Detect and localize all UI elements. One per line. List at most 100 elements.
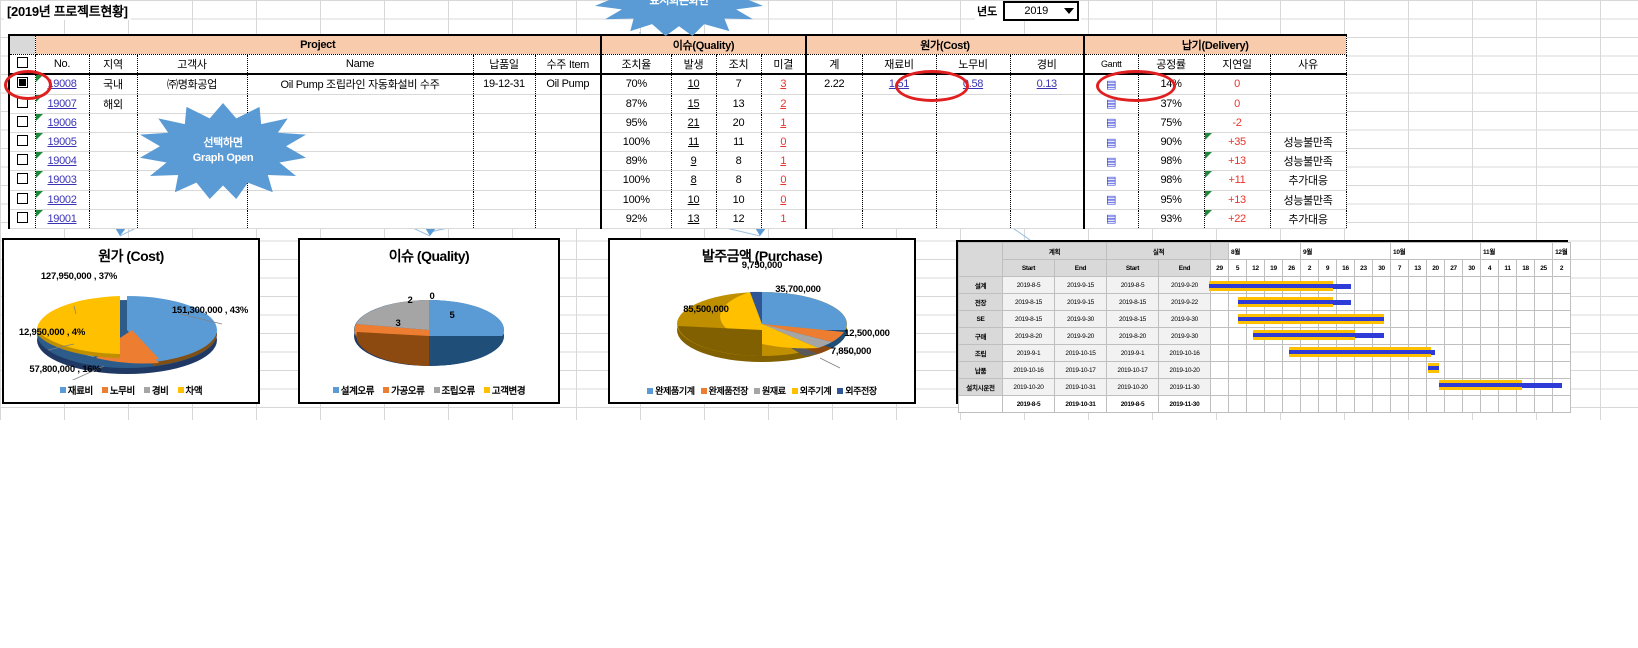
cell-gantt[interactable]: ▤: [1083, 151, 1139, 172]
cell-labor-cost[interactable]: [936, 151, 1011, 172]
cell-labor-cost[interactable]: [936, 113, 1011, 133]
cell-gantt[interactable]: ▤: [1083, 113, 1139, 133]
row-checkbox[interactable]: [16, 154, 28, 166]
gantt-icon[interactable]: ▤: [1106, 174, 1117, 187]
cell-material-cost[interactable]: [862, 170, 937, 191]
cell-no[interactable]: 19007: [35, 94, 90, 114]
row-checkbox[interactable]: [16, 211, 28, 223]
gantt-timeline-cell: [1462, 276, 1482, 294]
gantt-timeline-cell: [1390, 344, 1410, 362]
cell-no[interactable]: 19002: [35, 190, 90, 210]
row-select-cell[interactable]: [8, 151, 36, 172]
project-no-link[interactable]: 19002: [47, 193, 77, 206]
cell-expense[interactable]: [1010, 132, 1085, 153]
cell-occurred[interactable]: 21: [671, 113, 717, 133]
cell-unresolved[interactable]: 2: [761, 94, 807, 114]
cell-no[interactable]: 19006: [35, 113, 90, 133]
cell-labor-cost[interactable]: [936, 190, 1011, 210]
cell-material-cost[interactable]: [862, 209, 937, 229]
row-select-cell[interactable]: [8, 190, 36, 210]
row-select-cell[interactable]: [8, 209, 36, 229]
year-selector[interactable]: 년도 2019: [975, 1, 1082, 21]
project-no-link[interactable]: 19008: [47, 78, 77, 91]
cell-gantt[interactable]: ▤: [1083, 190, 1139, 210]
cell-unresolved[interactable]: 1: [761, 151, 807, 172]
cell-gantt[interactable]: ▤: [1083, 209, 1139, 229]
gantt-icon[interactable]: ▤: [1106, 136, 1117, 149]
gantt-icon[interactable]: ▤: [1106, 117, 1117, 130]
row-checkbox[interactable]: [16, 135, 28, 147]
cell-unresolved[interactable]: 0: [761, 132, 807, 153]
cell-material-cost[interactable]: [862, 113, 937, 133]
cell-unresolved[interactable]: 1: [761, 209, 807, 229]
cell-unresolved[interactable]: 1: [761, 113, 807, 133]
cell-expense[interactable]: [1010, 94, 1085, 114]
cell-occurred[interactable]: 8: [671, 170, 717, 191]
cell-occurred[interactable]: 10: [671, 74, 717, 95]
cell-expense[interactable]: [1010, 151, 1085, 172]
cell-delay-days: -2: [1204, 113, 1271, 133]
cell-unresolved[interactable]: 0: [761, 170, 807, 191]
project-no-link[interactable]: 19005: [47, 136, 77, 149]
cell-labor-cost[interactable]: [936, 94, 1011, 114]
project-no-link[interactable]: 19004: [47, 155, 77, 168]
project-no-link[interactable]: 19007: [47, 97, 77, 110]
cell-expense[interactable]: [1010, 113, 1085, 133]
cell-gantt[interactable]: ▤: [1083, 132, 1139, 153]
project-no-link[interactable]: 19006: [47, 116, 77, 129]
gantt-plan-end-value: 2019-9-20: [1054, 327, 1107, 345]
project-no-link[interactable]: 19001: [47, 212, 77, 225]
cell-expense[interactable]: [1010, 190, 1085, 210]
project-no-link[interactable]: 19003: [47, 174, 77, 187]
row-checkbox[interactable]: [16, 173, 28, 185]
cell-labor-cost[interactable]: [936, 209, 1011, 229]
cell-no[interactable]: 19001: [35, 209, 90, 229]
select-all-checkbox[interactable]: [16, 57, 28, 69]
cell-unresolved[interactable]: 0: [761, 190, 807, 210]
gantt-act-start-value: 2019-8-15: [1106, 310, 1159, 328]
cell-material-cost[interactable]: [862, 190, 937, 210]
row-select-cell[interactable]: [8, 113, 36, 133]
cell-material-cost[interactable]: [862, 151, 937, 172]
gantt-plan-end-value: 2019-9-15: [1054, 293, 1107, 311]
row-select-cell[interactable]: [8, 170, 36, 191]
gantt-icon[interactable]: ▤: [1106, 194, 1117, 207]
row-select-cell[interactable]: [8, 132, 36, 153]
table-row[interactable]: 19001 92% 13 12 1 ▤ 93% +22 추가대응: [8, 209, 1347, 229]
gantt-timeline-cell: [1498, 361, 1518, 379]
cell-gantt[interactable]: ▤: [1083, 170, 1139, 191]
cell-occurred[interactable]: 9: [671, 151, 717, 172]
gantt-icon[interactable]: ▤: [1106, 213, 1117, 226]
year-dropdown[interactable]: 2019: [1003, 1, 1080, 21]
cell-occurred[interactable]: 10: [671, 190, 717, 210]
cell-cost-total: [805, 94, 863, 114]
cell-no[interactable]: 19005: [35, 132, 90, 153]
cell-occurred[interactable]: 15: [671, 94, 717, 114]
row-checkbox[interactable]: [16, 115, 28, 127]
col-progress: 공정률: [1138, 54, 1205, 76]
cell-labor-cost[interactable]: [936, 170, 1011, 191]
gantt-timeline-cell: [1516, 378, 1536, 396]
cell-expense[interactable]: [1010, 170, 1085, 191]
cell-no[interactable]: 19003: [35, 170, 90, 191]
gantt-timeline-cell: [1336, 395, 1355, 413]
cell-occurred[interactable]: 13: [671, 209, 717, 229]
cell-expense[interactable]: 0.13: [1010, 74, 1085, 95]
gantt-timeline-cell: [1282, 395, 1301, 413]
gantt-day-8: 30: [1371, 259, 1392, 277]
gantt-act-start: Start: [1106, 259, 1159, 277]
cell-labor-cost[interactable]: [936, 132, 1011, 153]
row-checkbox[interactable]: [16, 192, 28, 204]
cell-expense[interactable]: [1010, 209, 1085, 229]
gantt-chart-panel[interactable]: 계획 실적 8월 9월 10월 11월 12월 Start End Start End 29 5 12 19…: [956, 240, 1572, 413]
cell-unresolved[interactable]: 3: [761, 74, 807, 95]
gantt-timeline-cell: [1228, 310, 1247, 328]
legend-item-customer-change: 고객변경: [483, 383, 526, 397]
gantt-icon[interactable]: ▤: [1106, 98, 1117, 111]
gantt-icon[interactable]: ▤: [1106, 155, 1117, 168]
expense-link[interactable]: 0.13: [1036, 78, 1058, 91]
cell-occurred[interactable]: 11: [671, 132, 717, 153]
cell-material-cost[interactable]: [862, 132, 937, 153]
cell-no[interactable]: 19004: [35, 151, 90, 172]
gantt-timeline-cell: [1282, 310, 1301, 328]
